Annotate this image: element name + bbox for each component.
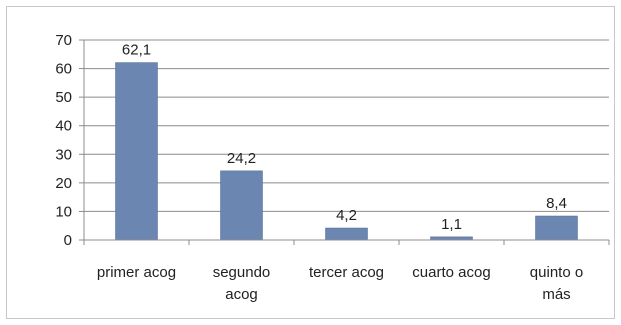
bars bbox=[115, 62, 578, 241]
y-tick-label: 30 bbox=[55, 146, 72, 163]
x-tick-label: tercer acog bbox=[309, 264, 384, 281]
bar bbox=[535, 215, 578, 241]
y-tick-label: 20 bbox=[55, 175, 72, 192]
y-axis: 0 10 20 30 40 50 60 70 bbox=[55, 32, 85, 249]
data-label: 8,4 bbox=[546, 195, 567, 212]
data-label: 1,1 bbox=[441, 216, 462, 233]
x-tick-label: acog bbox=[225, 286, 258, 303]
x-tick-label: más bbox=[542, 286, 570, 303]
chart-frame bbox=[6, 6, 615, 319]
y-tick-label: 50 bbox=[55, 89, 72, 106]
data-label: 4,2 bbox=[336, 207, 357, 224]
bar bbox=[220, 170, 263, 241]
x-tick-label: cuarto acog bbox=[412, 264, 490, 281]
data-labels: 62,1 24,2 4,2 1,1 8,4 bbox=[122, 42, 567, 233]
y-tick-label: 60 bbox=[55, 61, 72, 78]
grid-lines bbox=[84, 39, 609, 212]
y-tick-label: 10 bbox=[55, 203, 72, 220]
x-tick-label: segundo bbox=[213, 264, 271, 281]
bar bbox=[325, 227, 368, 241]
y-tick-label: 0 bbox=[64, 232, 72, 249]
x-tick-label: quinto o bbox=[530, 264, 583, 281]
data-label: 62,1 bbox=[122, 42, 151, 59]
bar bbox=[115, 62, 158, 241]
x-axis: primer acog segundo acog tercer acog cuarto … bbox=[83, 239, 610, 303]
data-label: 24,2 bbox=[227, 150, 256, 167]
y-tick-label: 70 bbox=[55, 32, 72, 49]
y-tick-label: 40 bbox=[55, 118, 72, 135]
x-tick-label: primer acog bbox=[97, 264, 176, 281]
